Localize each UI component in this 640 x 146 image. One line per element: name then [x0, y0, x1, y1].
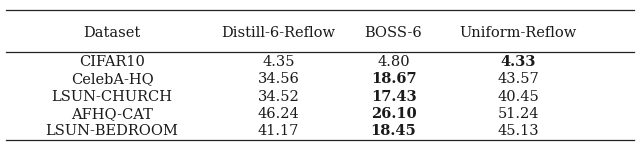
Text: 34.52: 34.52: [257, 90, 300, 104]
Text: 26.10: 26.10: [371, 107, 417, 121]
Text: CelebA-HQ: CelebA-HQ: [70, 72, 154, 86]
Text: 4.35: 4.35: [262, 55, 294, 69]
Text: AFHQ-CAT: AFHQ-CAT: [71, 107, 153, 121]
Text: 4.33: 4.33: [500, 55, 536, 69]
Text: 18.67: 18.67: [371, 72, 417, 86]
Text: 45.13: 45.13: [497, 124, 540, 138]
Text: 40.45: 40.45: [497, 90, 540, 104]
Text: 43.57: 43.57: [497, 72, 540, 86]
Text: 17.43: 17.43: [371, 90, 417, 104]
Text: 34.56: 34.56: [257, 72, 300, 86]
Text: Distill-6-Reflow: Distill-6-Reflow: [221, 26, 335, 40]
Text: Dataset: Dataset: [83, 26, 141, 40]
Text: LSUN-CHURCH: LSUN-CHURCH: [51, 90, 173, 104]
Text: CIFAR10: CIFAR10: [79, 55, 145, 69]
Text: 51.24: 51.24: [498, 107, 539, 121]
Text: 46.24: 46.24: [257, 107, 300, 121]
Text: LSUN-BEDROOM: LSUN-BEDROOM: [45, 124, 179, 138]
Text: BOSS-6: BOSS-6: [365, 26, 422, 40]
Text: 41.17: 41.17: [258, 124, 299, 138]
Text: 4.80: 4.80: [378, 55, 410, 69]
Text: Uniform-Reflow: Uniform-Reflow: [460, 26, 577, 40]
Text: 18.45: 18.45: [371, 124, 417, 138]
